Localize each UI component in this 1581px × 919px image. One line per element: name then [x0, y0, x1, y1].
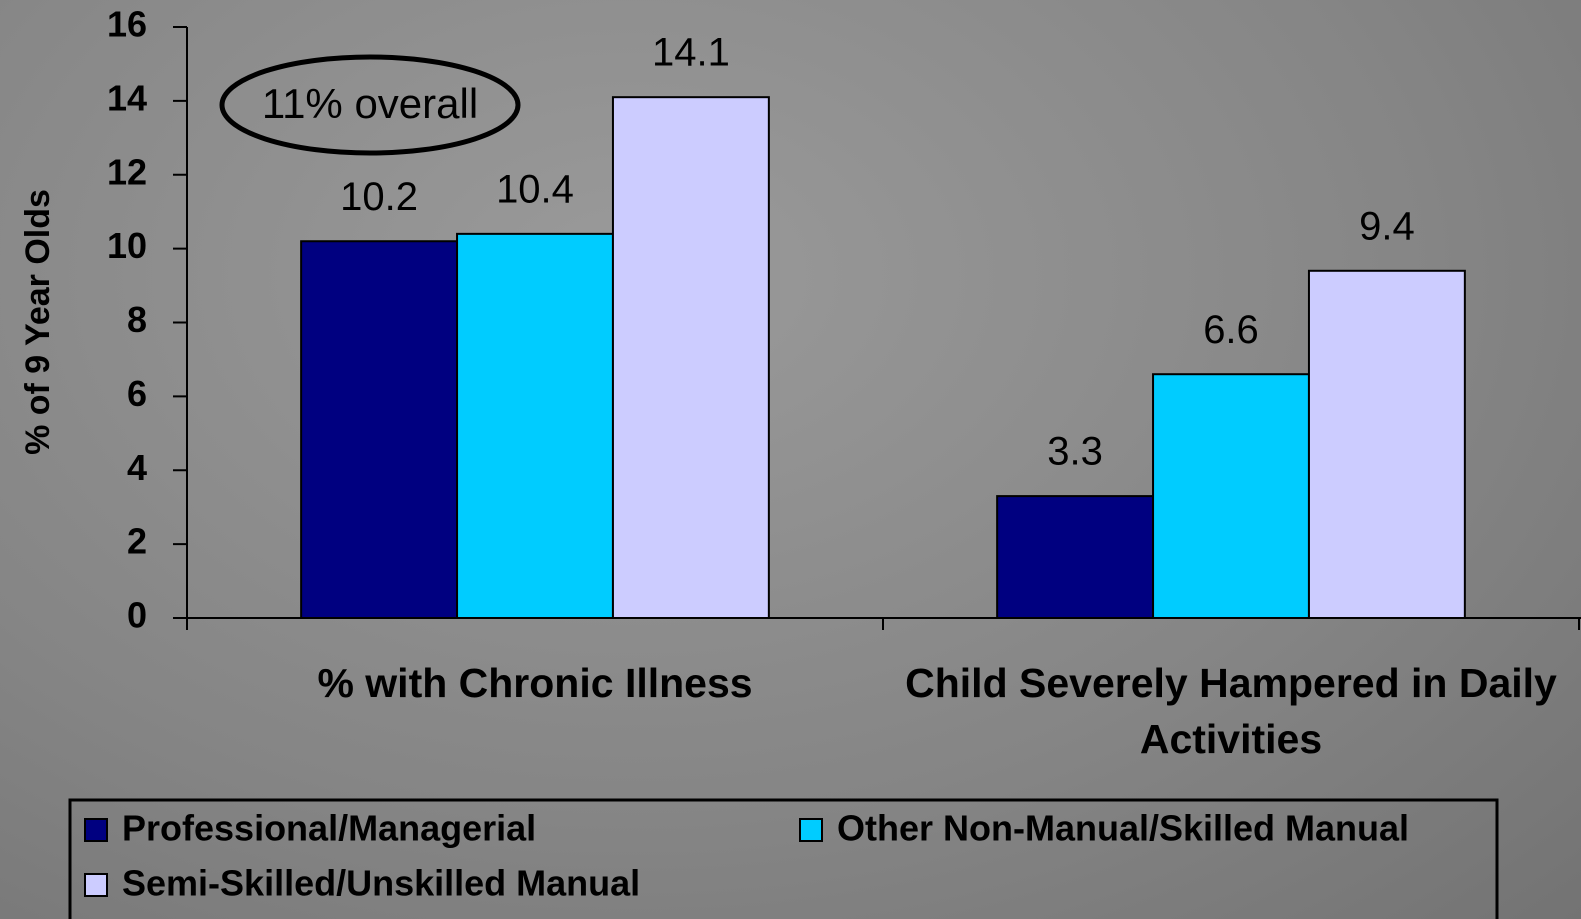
data-label: 3.3 [1047, 430, 1103, 474]
data-label: 6.6 [1203, 308, 1259, 352]
y-axis-label: % of 9 Year Olds [19, 189, 57, 455]
bar [456, 232, 614, 619]
y-tick-label: 4 [127, 447, 147, 488]
bar [300, 240, 459, 620]
legend-swatch [799, 818, 823, 842]
data-label: 10.2 [340, 175, 418, 219]
data-label: 9.4 [1359, 204, 1415, 248]
y-tick-label: 12 [107, 151, 147, 192]
legend-swatch [84, 818, 108, 842]
y-tick-label: 6 [127, 373, 147, 414]
legend-label: Other Non-Manual/Skilled Manual [837, 808, 1409, 849]
y-tick-label: 14 [107, 77, 147, 118]
legend-swatch [84, 873, 108, 897]
bar [1152, 373, 1310, 619]
bar [611, 96, 770, 619]
legend-label: Semi-Skilled/Unskilled Manual [122, 863, 640, 904]
y-tick-label: 0 [127, 595, 147, 636]
y-tick-label: 10 [107, 225, 147, 266]
legend-label: Professional/Managerial [122, 808, 536, 849]
y-tick-label: 16 [107, 4, 147, 45]
data-label: 14.1 [652, 31, 730, 75]
data-label: 10.4 [496, 167, 574, 211]
annotation: 11% overall [262, 80, 478, 127]
bar [996, 495, 1155, 620]
bar [1307, 269, 1466, 619]
y-tick-label: 8 [127, 299, 147, 340]
x-tick-label: Child Severely Hampered in Daily Activit… [905, 660, 1557, 762]
y-tick-label: 2 [127, 521, 147, 562]
x-tick-label: % with Chronic Illness [317, 660, 753, 706]
legend-box [68, 798, 1499, 919]
annotation-ellipse [219, 54, 521, 156]
